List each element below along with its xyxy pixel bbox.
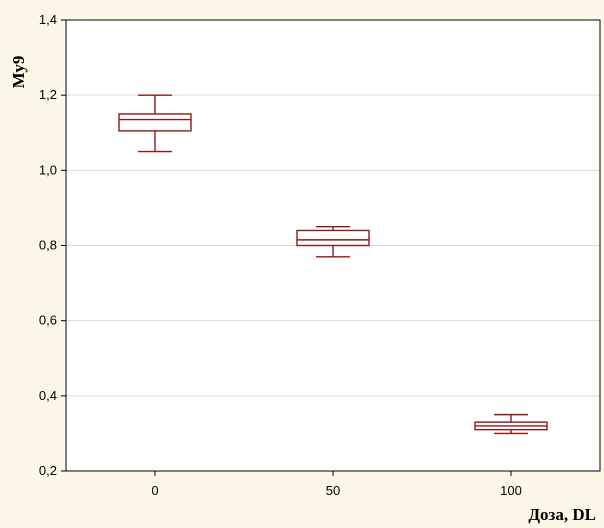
y-tick-label: 0,2: [39, 463, 57, 478]
y-tick-label: 0,6: [39, 313, 57, 328]
box-50: [296, 226, 370, 258]
box-series: [118, 94, 548, 435]
x-tick-label: 0: [151, 483, 158, 498]
axis-ticks: 0,2 0,4 0,6 0,8 1,0 1,2 1,4 0 50 100: [39, 12, 522, 498]
box-0: [118, 94, 192, 153]
y-tick-label: 1,0: [39, 162, 57, 177]
y-tick-label: 1,2: [39, 87, 57, 102]
x-tick-label: 100: [500, 483, 522, 498]
y-tick-label: 0,8: [39, 238, 57, 253]
x-axis-title: Доза, DL: [528, 505, 596, 524]
y-tick-label: 1,4: [39, 12, 57, 27]
x-tick-label: 50: [326, 483, 340, 498]
box-iqr: [118, 113, 192, 132]
box-iqr: [296, 229, 370, 247]
box-100: [474, 413, 548, 435]
y-tick-label: 0,4: [39, 388, 57, 403]
y-axis-title: Му9: [9, 56, 28, 89]
